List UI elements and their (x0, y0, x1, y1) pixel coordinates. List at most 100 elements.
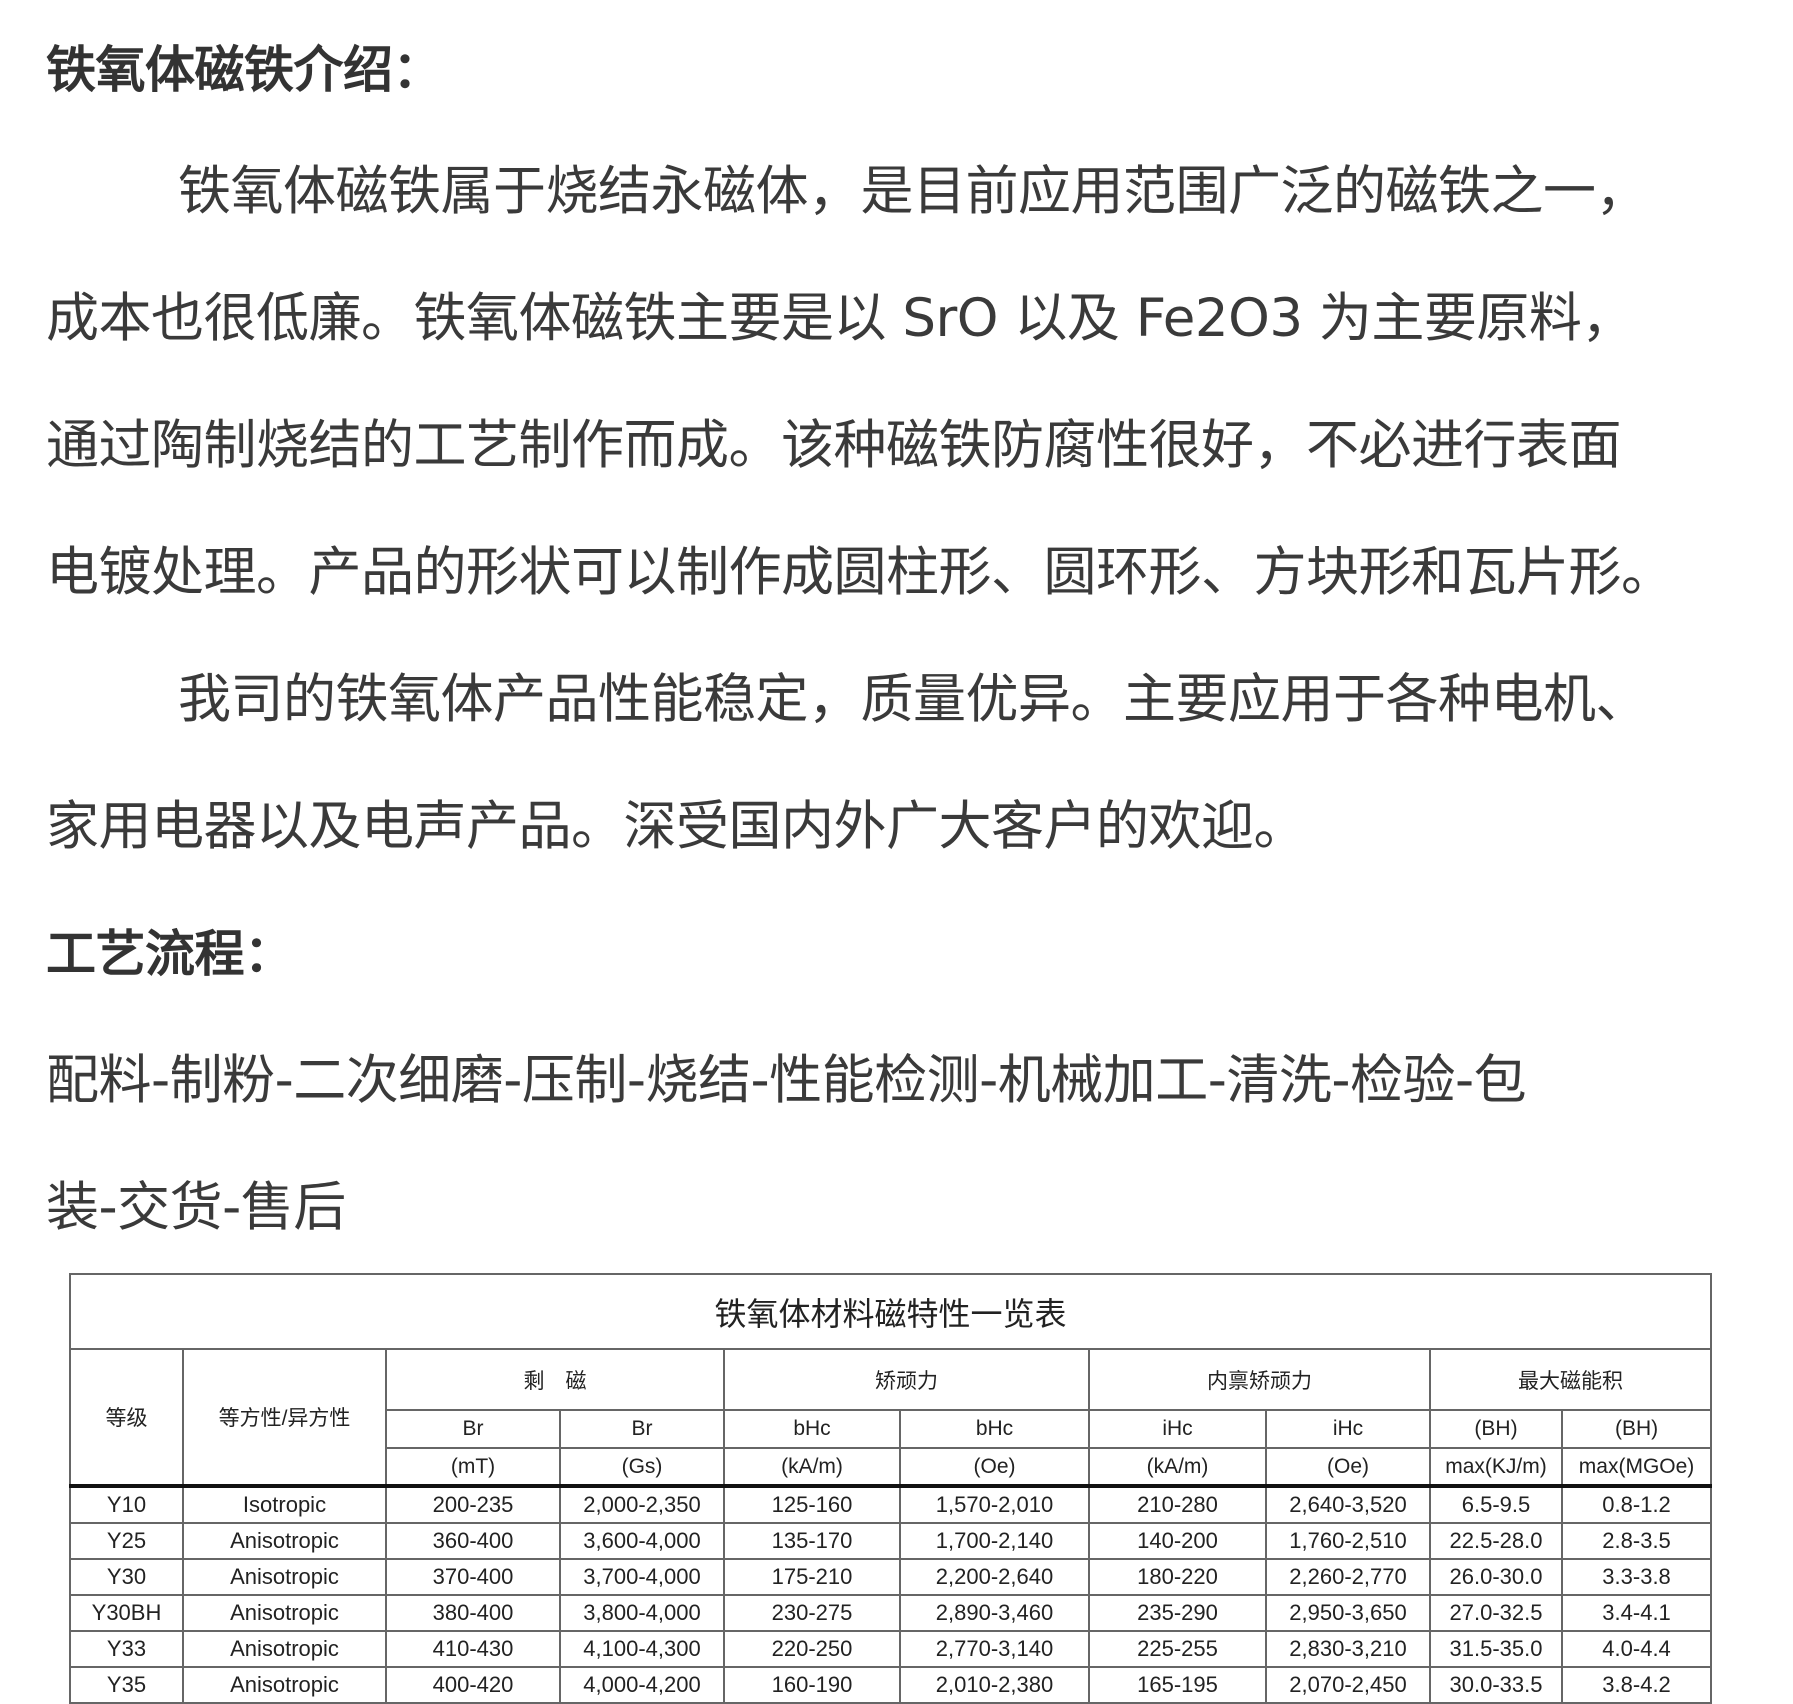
table-title: 铁氧体材料磁特性一览表 (68, 1273, 1713, 1350)
table-cell: Y30 (69, 1558, 184, 1596)
table-cell: 2,260-2,770 (1265, 1558, 1431, 1596)
header-quantity: bHc (723, 1409, 901, 1449)
table-cell: Anisotropic (182, 1522, 387, 1560)
table-cell: 160-190 (723, 1666, 901, 1704)
table-cell: Y30BH (69, 1594, 184, 1632)
intro-line: 通过陶制烧结的工艺制作而成。该种磁铁防腐性很好，不必进行表面 (46, 415, 1622, 476)
table-cell: 3.3-3.8 (1560, 1558, 1713, 1596)
table-cell: 0.8-1.2 (1560, 1485, 1713, 1524)
table-cell: 2,890-3,460 (899, 1594, 1090, 1632)
intro-line: 成本也很低廉。铁氧体磁铁主要是以 SrO 以及 Fe2O3 为主要原料， (46, 288, 1634, 349)
table-cell: 2,770-3,140 (899, 1630, 1090, 1668)
table-cell: 3,700-4,000 (559, 1558, 725, 1596)
table-cell: 370-400 (385, 1558, 561, 1596)
table-cell: 235-290 (1088, 1594, 1267, 1632)
table-cell: 220-250 (723, 1630, 901, 1668)
table-cell: 6.5-9.5 (1429, 1485, 1563, 1524)
table-cell: 1,700-2,140 (899, 1522, 1090, 1560)
table-cell: 225-255 (1088, 1630, 1267, 1668)
table-cell: 2,010-2,380 (899, 1666, 1090, 1704)
table-cell: Anisotropic (182, 1666, 387, 1704)
header-unit: (Oe) (899, 1447, 1090, 1488)
table-cell: 2,640-3,520 (1265, 1485, 1431, 1524)
table-cell: 400-420 (385, 1666, 561, 1704)
header-unit: (kA/m) (1088, 1447, 1267, 1488)
table-cell: 3,800-4,000 (559, 1594, 725, 1632)
header-unit: max(MGOe) (1560, 1447, 1713, 1488)
table-cell: 2,830-3,210 (1265, 1630, 1431, 1668)
table-cell: 3.4-4.1 (1560, 1594, 1713, 1632)
table-cell: 2,070-2,450 (1265, 1666, 1431, 1704)
table-cell: 31.5-35.0 (1429, 1630, 1563, 1668)
table-cell: 230-275 (723, 1594, 901, 1632)
header-unit: max(KJ/m) (1429, 1447, 1563, 1488)
table-cell: 27.0-32.5 (1429, 1594, 1563, 1632)
header-group: 剩 磁 (385, 1348, 725, 1411)
table-cell: Anisotropic (182, 1630, 387, 1668)
header-group: 矫顽力 (723, 1348, 1090, 1411)
table-cell: Y25 (69, 1522, 184, 1560)
table-row: Y33 Anisotropic 410-430 4,100-4,300 220-250 2… (69, 1630, 1713, 1668)
table-cell: 1,570-2,010 (899, 1485, 1090, 1524)
table-cell: 2,000-2,350 (559, 1485, 725, 1524)
table-cell: Isotropic (182, 1485, 387, 1524)
intro-heading: 铁氧体磁铁介绍： (46, 41, 443, 99)
table-row: Y10 Isotropic 200-235 2,000-2,350 125-160 1,5… (69, 1485, 1713, 1524)
ferrite-properties-table: 铁氧体材料磁特性一览表 等级 等方性/异方性 剩 磁 矫顽力 内禀矫顽力 最大磁… (68, 1273, 1713, 1704)
table-cell: 2.8-3.5 (1560, 1522, 1713, 1560)
intro-line: 电镀处理。产品的形状可以制作成圆柱形、圆环形、方块形和瓦片形。 (46, 542, 1674, 603)
table-cell: 26.0-30.0 (1429, 1558, 1563, 1596)
table-cell: 4.0-4.4 (1560, 1630, 1713, 1668)
table-cell: 175-210 (723, 1558, 901, 1596)
table-row: Y25 Anisotropic 360-400 3,600-4,000 135-170 1… (69, 1522, 1713, 1560)
table-cell: 180-220 (1088, 1558, 1267, 1596)
table-cell: 200-235 (385, 1485, 561, 1524)
table-cell: 4,000-4,200 (559, 1666, 725, 1704)
table-cell: 22.5-28.0 (1429, 1522, 1563, 1560)
header-quantity: Br (385, 1409, 561, 1449)
header-quantity: iHc (1265, 1409, 1431, 1449)
table-cell: 30.0-33.5 (1429, 1666, 1563, 1704)
process-line: 配料-制粉-二次细磨-压制-烧结-性能检测-机械加工-清洗-检验-包 (46, 1050, 1527, 1111)
header-quantity: iHc (1088, 1409, 1267, 1449)
header-quantity: (BH) (1429, 1409, 1563, 1449)
table-cell: Anisotropic (182, 1594, 387, 1632)
table-cell: Y33 (69, 1630, 184, 1668)
header-isotropy: 等方性/异方性 (182, 1348, 387, 1488)
table-cell: 360-400 (385, 1522, 561, 1560)
table-cell: 210-280 (1088, 1485, 1267, 1524)
header-group: 内禀矫顽力 (1088, 1348, 1431, 1411)
table-cell: 2,950-3,650 (1265, 1594, 1431, 1632)
table-row: Y30 Anisotropic 370-400 3,700-4,000 175-210 2… (69, 1558, 1713, 1596)
header-quantity: Br (559, 1409, 725, 1449)
header-unit: (Gs) (559, 1447, 725, 1488)
table-cell: 140-200 (1088, 1522, 1267, 1560)
table-cell: 1,760-2,510 (1265, 1522, 1431, 1560)
table-cell: 165-195 (1088, 1666, 1267, 1704)
header-grade: 等级 (69, 1348, 184, 1488)
table-cell: 135-170 (723, 1522, 901, 1560)
header-group: 最大磁能积 (1428, 1348, 1713, 1411)
table-cell: 3.8-4.2 (1560, 1666, 1713, 1704)
table-cell: 125-160 (723, 1485, 901, 1524)
table-cell: 4,100-4,300 (559, 1630, 725, 1668)
intro-line: 我司的铁氧体产品性能稳定，质量优异。主要应用于各种电机、 (178, 669, 1649, 730)
table-cell: Anisotropic (182, 1558, 387, 1596)
table-cell: 3,600-4,000 (559, 1522, 725, 1560)
header-unit: (Oe) (1265, 1447, 1431, 1488)
process-heading: 工艺流程： (46, 925, 294, 983)
table-row: Y30BH Anisotropic 380-400 3,800-4,000 230-27… (69, 1594, 1713, 1632)
table-row: Y35 Anisotropic 400-420 4,000-4,200 160-190 2… (69, 1666, 1713, 1704)
header-unit: (kA/m) (723, 1447, 901, 1488)
table-cell: 380-400 (385, 1594, 561, 1632)
table-cell: Y10 (69, 1485, 184, 1524)
intro-line: 铁氧体磁铁属于烧结永磁体，是目前应用范围广泛的磁铁之一， (178, 161, 1649, 222)
table-cell: 2,200-2,640 (899, 1558, 1090, 1596)
process-line: 装-交货-售后 (46, 1177, 346, 1238)
header-unit: (mT) (385, 1447, 561, 1488)
header-quantity: (BH) (1560, 1409, 1713, 1449)
intro-line: 家用电器以及电声产品。深受国内外广大客户的欢迎。 (46, 796, 1307, 857)
table-cell: 410-430 (385, 1630, 561, 1668)
table-cell: Y35 (69, 1666, 184, 1704)
header-quantity: bHc (899, 1409, 1090, 1449)
